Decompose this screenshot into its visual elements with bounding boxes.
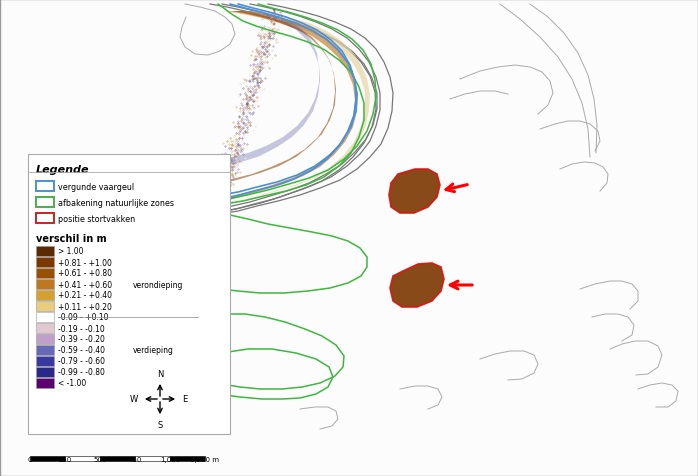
Text: +0.41 - +0.60: +0.41 - +0.60 — [58, 280, 112, 289]
Bar — [135, 456, 170, 461]
Text: 750: 750 — [128, 456, 142, 462]
Bar — [36, 367, 54, 377]
Bar — [36, 198, 54, 208]
Text: 0: 0 — [28, 456, 32, 462]
Text: +0.61 - +0.80: +0.61 - +0.80 — [58, 269, 112, 278]
Text: > 1.00: > 1.00 — [58, 247, 84, 256]
Text: afbakening natuurlijke zones: afbakening natuurlijke zones — [58, 198, 174, 207]
Text: W: W — [130, 395, 138, 404]
Bar — [36, 290, 54, 300]
Bar — [36, 247, 54, 257]
Bar — [36, 323, 54, 333]
Text: 1,000: 1,000 — [160, 456, 180, 462]
Text: 1,250 m: 1,250 m — [191, 456, 219, 462]
Bar — [36, 345, 54, 355]
Text: verdieping: verdieping — [133, 346, 174, 355]
Bar — [36, 279, 54, 289]
Bar — [30, 456, 65, 461]
Text: 500: 500 — [94, 456, 107, 462]
Bar — [36, 312, 54, 322]
Text: -0.39 - -0.20: -0.39 - -0.20 — [58, 335, 105, 344]
Text: +0.21 - +0.40: +0.21 - +0.40 — [58, 291, 112, 300]
Bar — [36, 258, 54, 268]
Text: -0.79 - -0.60: -0.79 - -0.60 — [58, 357, 105, 366]
Polygon shape — [390, 263, 444, 307]
Text: verschil in m: verschil in m — [36, 234, 107, 244]
Bar — [100, 456, 135, 461]
Text: vergunde vaargeul: vergunde vaargeul — [58, 182, 134, 191]
Bar — [170, 456, 205, 461]
Text: N: N — [157, 369, 163, 378]
Polygon shape — [218, 12, 358, 204]
Text: +0.11 - +0.20: +0.11 - +0.20 — [58, 302, 112, 311]
Text: -0.99 - -0.80: -0.99 - -0.80 — [58, 368, 105, 377]
Bar — [36, 356, 54, 366]
Text: +0.81 - +1.00: +0.81 - +1.00 — [58, 258, 112, 267]
Text: 250: 250 — [59, 456, 72, 462]
Text: E: E — [182, 395, 187, 404]
Text: Legende: Legende — [36, 165, 89, 175]
Bar — [36, 268, 54, 278]
Polygon shape — [218, 12, 370, 208]
Bar — [36, 182, 54, 192]
Polygon shape — [218, 12, 336, 186]
Text: -0.09 - +0.10: -0.09 - +0.10 — [58, 313, 108, 322]
Text: -0.19 - -0.10: -0.19 - -0.10 — [58, 324, 105, 333]
Text: positie stortvakken: positie stortvakken — [58, 214, 135, 223]
Text: verondieping: verondieping — [133, 280, 184, 289]
Text: -0.59 - -0.40: -0.59 - -0.40 — [58, 346, 105, 355]
Bar — [65, 456, 100, 461]
Polygon shape — [389, 169, 440, 214]
Polygon shape — [218, 12, 320, 169]
Bar — [28, 155, 230, 434]
Bar — [36, 334, 54, 344]
Text: S: S — [157, 420, 163, 429]
Text: < -1.00: < -1.00 — [58, 379, 87, 387]
Bar — [36, 301, 54, 311]
Bar — [36, 378, 54, 388]
Bar — [36, 214, 54, 224]
